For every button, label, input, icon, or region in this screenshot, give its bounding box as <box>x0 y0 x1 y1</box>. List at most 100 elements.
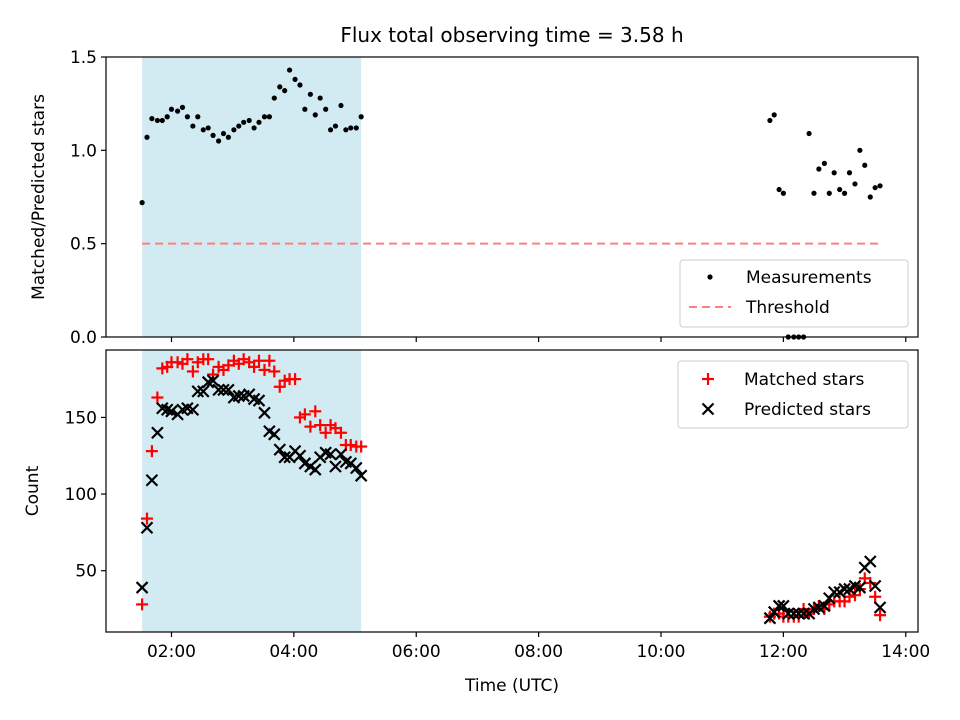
matched-star-point <box>289 373 302 386</box>
measurement-point <box>154 117 161 124</box>
measurement-point <box>767 117 773 124</box>
predicted-star-point <box>135 581 149 594</box>
measurement-point <box>312 112 318 118</box>
x-tick-label: 02:00 <box>147 642 196 662</box>
x-tick-label: 08:00 <box>514 642 563 662</box>
legend-predicted-label: Predicted stars <box>744 400 871 420</box>
predicted-star-point <box>334 447 348 461</box>
measurement-point <box>323 106 329 112</box>
measurement-point <box>241 119 247 125</box>
predicted-star-point <box>222 383 235 397</box>
matched-star-point <box>263 354 276 367</box>
matched-star-point <box>186 365 199 378</box>
x-axis-label: Time (UTC) <box>464 676 559 696</box>
matched-star-point <box>314 419 327 432</box>
predicted-star-point <box>165 405 178 418</box>
measurement-point <box>277 84 283 90</box>
bottom-legend: Matched stars Predicted stars <box>677 360 909 429</box>
matched-star-point <box>869 590 882 603</box>
measurement-point <box>353 125 359 131</box>
predicted-star-point <box>827 585 841 599</box>
predicted-star-point <box>853 581 867 594</box>
matched-star-point <box>181 353 194 366</box>
predicted-star-point <box>329 460 342 473</box>
predicted-star-point <box>273 443 287 456</box>
measurement-point <box>831 170 837 176</box>
predicted-star-point <box>349 461 363 475</box>
measurement-point <box>246 117 252 124</box>
predicted-star-point <box>863 555 877 568</box>
predicted-star-point <box>191 385 205 398</box>
measurement-point <box>771 112 777 118</box>
measurement-point <box>282 88 288 94</box>
measurement-point <box>179 104 186 110</box>
measurement-point <box>139 200 145 206</box>
matched-star-point <box>309 405 322 418</box>
matched-star-point <box>874 609 887 622</box>
predicted-star-point <box>293 449 307 463</box>
matched-star-point <box>258 363 271 376</box>
matched-star-point <box>140 512 153 525</box>
predicted-star-point <box>212 383 225 397</box>
measurement-point <box>776 186 782 193</box>
predicted-star-point <box>838 582 851 596</box>
measurement-point <box>358 114 364 120</box>
measurement-points <box>139 67 883 340</box>
measurement-point <box>867 194 873 200</box>
measurement-point <box>826 190 832 196</box>
bottom-panel: 50 100 150 02:00 04:00 06:00 08:00 10:00 12:00 1… <box>23 349 930 696</box>
predicted-star-point <box>324 447 337 461</box>
measurement-point <box>348 125 354 131</box>
measurement-point <box>190 123 196 129</box>
measurement-point <box>292 76 298 82</box>
measurement-point <box>327 127 334 133</box>
predicted-star-point <box>217 383 230 397</box>
predicted-star-point <box>308 463 322 476</box>
measurement-point <box>215 138 222 144</box>
bottom-y-ticks: 50 100 150 <box>65 408 106 582</box>
measurement-point <box>302 106 308 112</box>
x-tick-label: 04:00 <box>269 642 318 662</box>
predicted-star-point <box>787 607 801 620</box>
legend-threshold-label: Threshold <box>745 298 830 318</box>
matched-star-point <box>273 380 286 393</box>
measurement-point <box>852 181 858 187</box>
predicted-star-point <box>868 579 882 593</box>
measurement-point <box>236 123 242 129</box>
measurement-point <box>872 185 878 191</box>
measurement-point <box>307 91 313 97</box>
top-legend: Measurements Threshold <box>679 259 909 328</box>
bottom-y-tick-label: 100 <box>65 485 97 505</box>
predicted-star-point <box>186 403 200 417</box>
matched-star-point <box>268 365 281 378</box>
bottom-y-tick-label: 50 <box>75 562 97 582</box>
matched-star-point <box>334 426 347 439</box>
predicted-star-point <box>258 406 271 420</box>
top-y-axis-label: Matched/Predicted stars <box>29 94 49 300</box>
bottom-y-tick-label: 150 <box>65 408 97 428</box>
measurement-point <box>168 106 175 112</box>
measurement-point <box>841 190 848 196</box>
measurement-point <box>297 82 303 88</box>
bottom-legend-box <box>677 360 909 429</box>
measurement-point <box>159 117 165 124</box>
predicted-star-point <box>278 451 291 464</box>
measurement-point <box>251 125 257 131</box>
measurement-point <box>271 95 277 101</box>
measurement-point <box>780 190 786 196</box>
top-y-tick-label: 0.0 <box>70 328 97 348</box>
measurement-point <box>266 114 272 120</box>
matched-star-point <box>319 426 332 439</box>
measurement-point <box>200 127 206 133</box>
top-observing-window-shade <box>142 57 362 337</box>
bottom-axes-frame <box>105 349 919 633</box>
predicted-star-point <box>873 601 887 614</box>
legend-predicted-marker <box>701 402 715 416</box>
predicted-star-point <box>792 607 805 620</box>
predicted-star-point <box>206 374 220 387</box>
matched-star-point <box>304 420 317 433</box>
measurement-point <box>144 134 150 140</box>
predicted-star-point <box>763 611 777 625</box>
predicted-star-point <box>354 469 368 482</box>
